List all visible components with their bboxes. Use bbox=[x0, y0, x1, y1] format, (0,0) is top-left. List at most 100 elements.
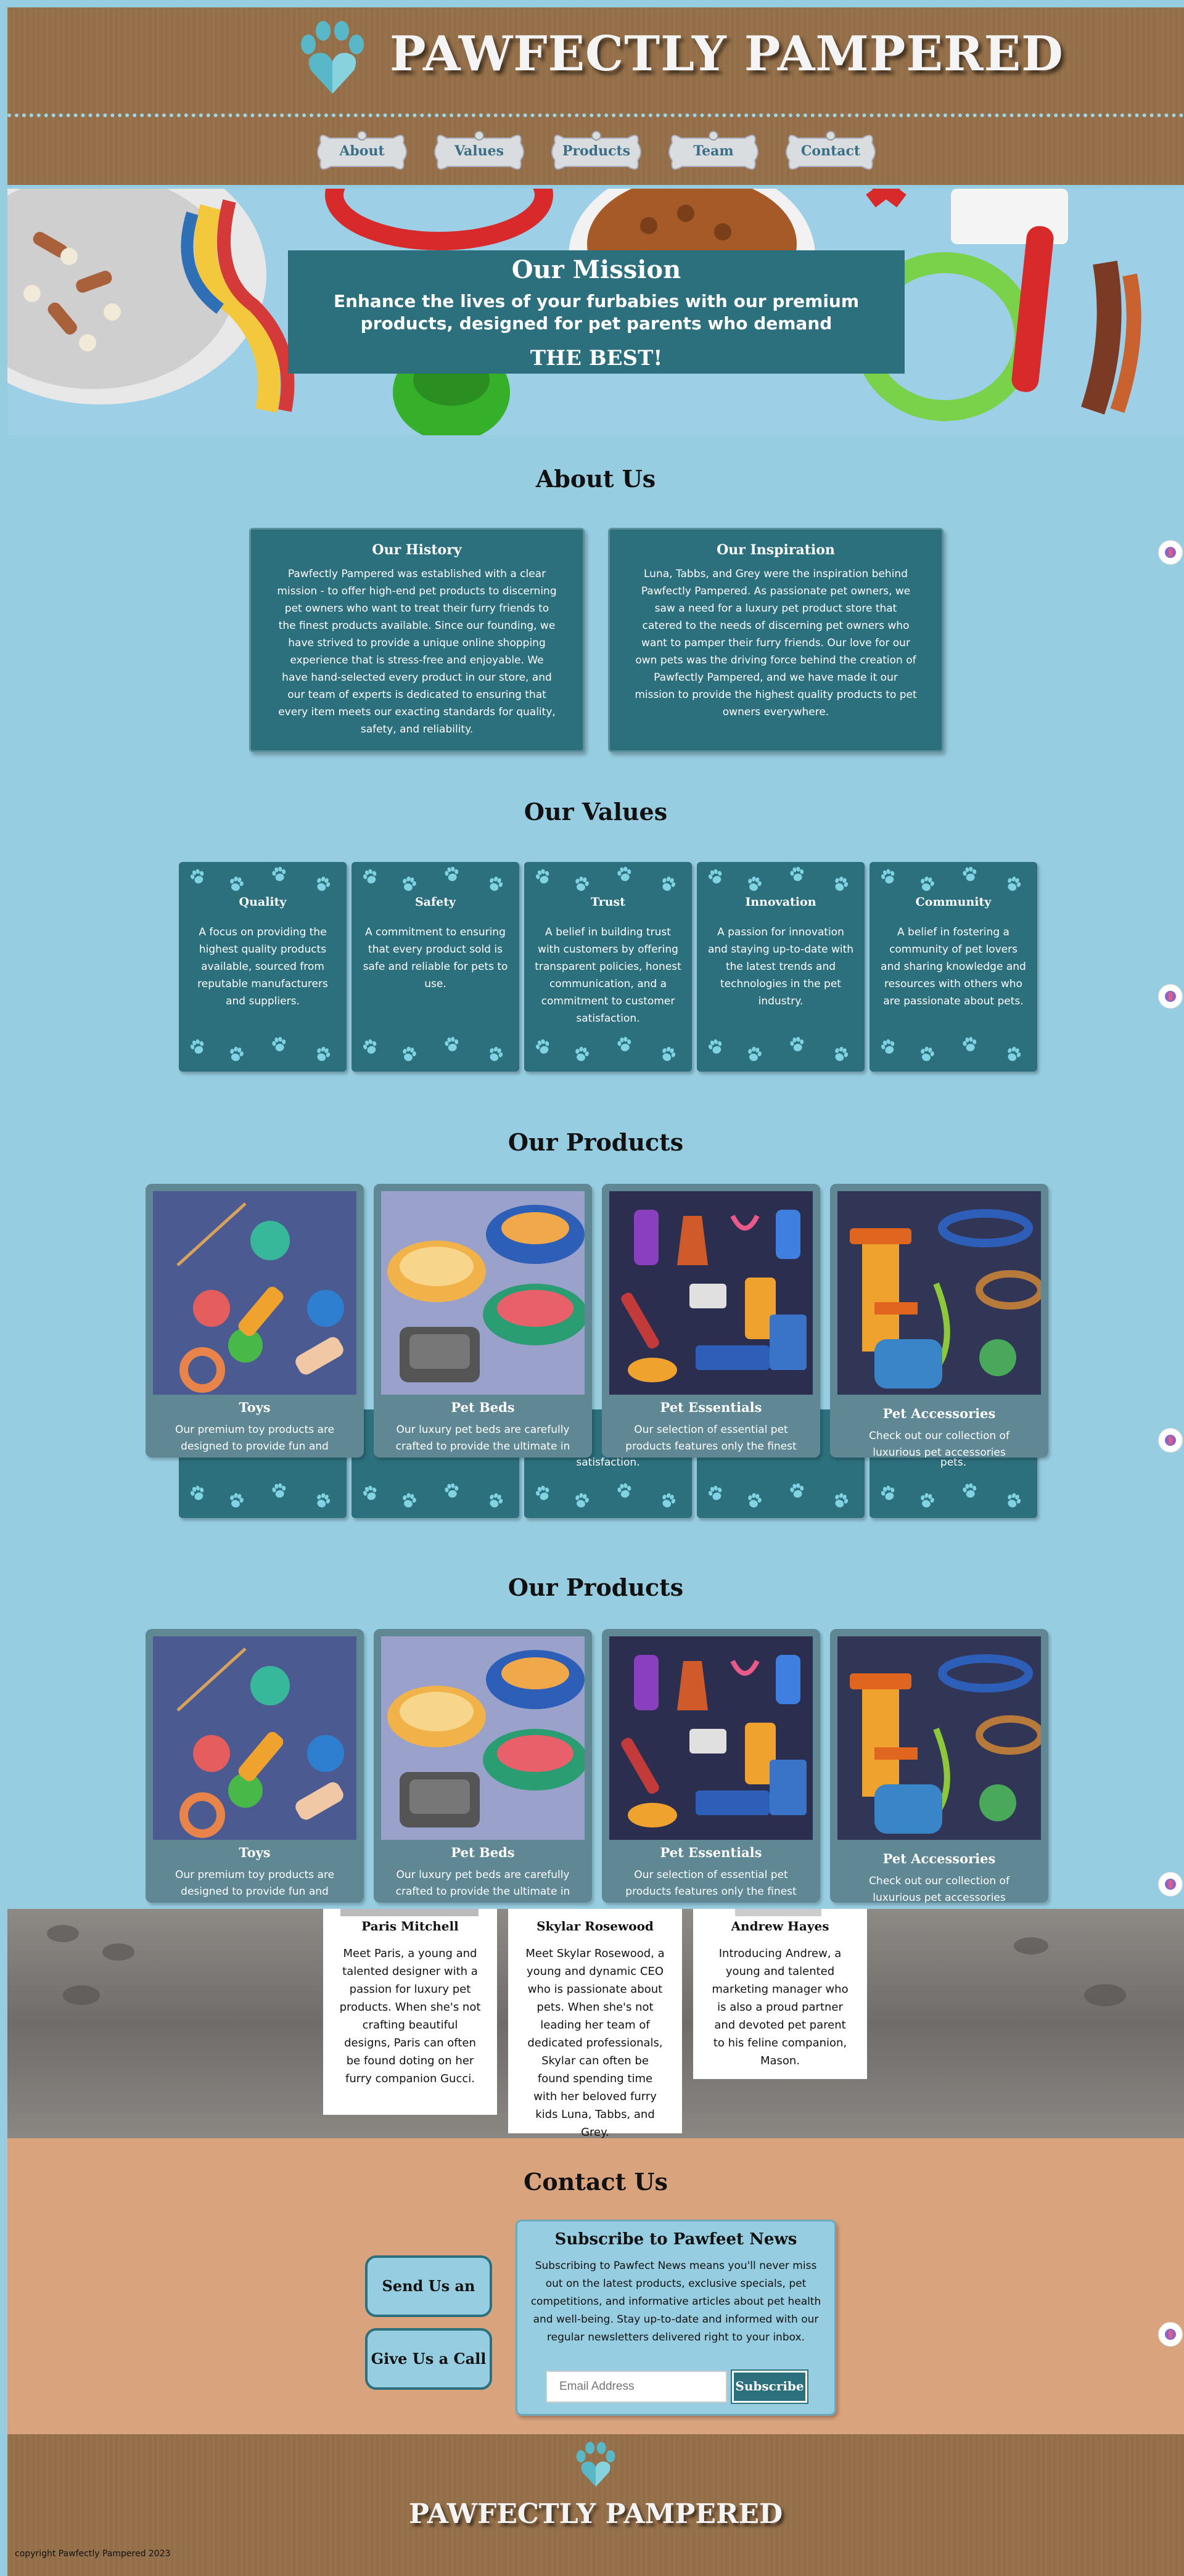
product-card-pet-essentials[interactable]: Pet Essentials Our selection of essential… bbox=[602, 1629, 820, 1903]
nav-values[interactable]: Values bbox=[433, 125, 525, 180]
product-card-pet-beds[interactable]: Pet Beds Our luxury pet beds are carefull… bbox=[374, 1184, 592, 1458]
value-title: Quality bbox=[239, 895, 287, 909]
paw-icon bbox=[399, 1045, 419, 1065]
team-photo-edge bbox=[735, 1909, 821, 1916]
paw-icon bbox=[270, 866, 289, 884]
product-illustration bbox=[609, 1636, 813, 1840]
product-card-pet-accessories[interactable]: Pet Accessories Check out our collection … bbox=[830, 1184, 1048, 1458]
nav-label: Products bbox=[562, 143, 631, 159]
product-illustration bbox=[153, 1636, 356, 1840]
paw-icon bbox=[572, 1491, 591, 1511]
team-card-skylar: Skylar Rosewood Meet Skylar Rosewood, a … bbox=[508, 1909, 682, 2138]
value-title: Trust bbox=[590, 895, 626, 909]
contact-title: Contact Us bbox=[524, 2168, 668, 2196]
paw-icon bbox=[615, 1036, 634, 1054]
team-name: Andrew Hayes bbox=[731, 1919, 829, 1934]
paw-icon bbox=[705, 1037, 726, 1057]
subscribe-button[interactable]: Subscribe bbox=[731, 2369, 808, 2404]
bone-icon bbox=[551, 131, 641, 170]
paw-icon bbox=[485, 1491, 506, 1512]
value-card-innovation: Innovation A passion for innovation and … bbox=[697, 862, 865, 1072]
team-photo-edge bbox=[340, 1909, 479, 1916]
product-text: Check out our collection of luxurious pe… bbox=[869, 1430, 1009, 1458]
paw-pattern bbox=[870, 864, 1037, 895]
value-title: Innovation bbox=[745, 895, 816, 909]
paw-icon bbox=[485, 874, 506, 896]
product-card-toys[interactable]: Toys Our premium toy products are designe… bbox=[146, 1629, 364, 1903]
product-text: Our selection of essential pet products … bbox=[625, 1424, 797, 1453]
products-title-repeat: Our Products bbox=[508, 1573, 684, 1601]
paw-icon bbox=[657, 1044, 679, 1066]
paw-icon bbox=[572, 1045, 591, 1065]
product-card-pet-essentials[interactable]: Pet Essentials Our selection of essential… bbox=[602, 1184, 820, 1458]
floating-widget-button[interactable] bbox=[1158, 1428, 1183, 1453]
value-card-safety: Safety A commitment to ensuring that eve… bbox=[352, 862, 519, 1072]
history-card: Our History Pawfectly Pampered was estab… bbox=[249, 528, 585, 752]
nav-label: About bbox=[339, 143, 385, 159]
product-card-pet-beds[interactable]: Pet Beds Our luxury pet beds are carefull… bbox=[374, 1629, 592, 1903]
team-section: Paris Mitchell Meet Paris, a young and t… bbox=[7, 1909, 1184, 2138]
value-card-community: Community A belief in fostering a commun… bbox=[870, 862, 1037, 1072]
floating-widget-button[interactable] bbox=[1158, 540, 1183, 565]
paw-icon bbox=[443, 1482, 461, 1501]
values-title: Our Values bbox=[524, 798, 668, 826]
product-text: Our premium toy products are designed to… bbox=[175, 1869, 335, 1898]
send-email-button[interactable]: Send Us an Email bbox=[365, 2255, 492, 2352]
product-illustration bbox=[837, 1636, 1041, 1840]
product-card-toys[interactable]: Toys Our premium toy products are designe… bbox=[146, 1184, 364, 1458]
floating-widget-button[interactable] bbox=[1158, 984, 1183, 1009]
paw-icon bbox=[788, 1482, 807, 1501]
nav-team[interactable]: Team bbox=[667, 125, 760, 180]
paw-icon bbox=[533, 1483, 553, 1504]
nav-about[interactable]: About bbox=[316, 125, 408, 180]
product-text: Check out our collection of luxurious pe… bbox=[869, 1875, 1009, 1903]
subscribe-panel: Subscribe to Pawfeet News Subscribing to… bbox=[516, 2220, 836, 2416]
paw-icon bbox=[1003, 1491, 1024, 1512]
give-call-button[interactable]: Give Us a Call bbox=[365, 2328, 492, 2390]
bone-icon bbox=[434, 131, 524, 170]
team-card-andrew: Andrew Hayes Introducing Andrew, a young… bbox=[693, 1909, 867, 2079]
paw-icon bbox=[1003, 1044, 1024, 1066]
copyright: copyright Pawfectly Pampered 2023 bbox=[15, 2549, 171, 2559]
product-illustration bbox=[609, 1191, 813, 1395]
value-overflow-text: satisfaction. bbox=[576, 1456, 640, 1469]
product-illustration bbox=[381, 1636, 585, 1840]
product-illustration bbox=[153, 1191, 356, 1395]
floating-widget-button[interactable] bbox=[1158, 2322, 1183, 2347]
value-text: A commitment to ensuring that every prod… bbox=[363, 926, 508, 990]
stitch-divider bbox=[7, 113, 1184, 117]
nav-products[interactable]: Products bbox=[550, 125, 643, 180]
paw-pattern bbox=[697, 864, 865, 895]
widget-icon-accent bbox=[1169, 2330, 1172, 2339]
email-input[interactable] bbox=[546, 2371, 727, 2403]
paw-icon bbox=[270, 1482, 289, 1501]
nav-contact[interactable]: Contact bbox=[784, 125, 877, 180]
paw-pattern bbox=[524, 1481, 692, 1512]
floating-widget-button[interactable] bbox=[1158, 1872, 1183, 1897]
history-title: Our History bbox=[372, 542, 462, 558]
paw-icon bbox=[360, 1037, 380, 1057]
paw-icon bbox=[744, 1045, 764, 1065]
paw-icon bbox=[917, 1045, 937, 1065]
bone-icon bbox=[317, 131, 407, 170]
paw-icon bbox=[226, 1491, 246, 1511]
value-text: A belief in fostering a community of pet… bbox=[881, 926, 1026, 1007]
paw-icon bbox=[788, 866, 807, 884]
product-title: Pet Accessories bbox=[882, 1851, 996, 1866]
paw-icon bbox=[878, 867, 898, 887]
products-title: Our Products bbox=[508, 1128, 684, 1156]
footer-brand: PAWFECTLY PAMPERED bbox=[408, 2498, 783, 2530]
product-text: Our selection of essential pet products … bbox=[625, 1869, 797, 1898]
team-bio: Meet Skylar Rosewood, a young and dynami… bbox=[525, 1947, 665, 2138]
site-header: PAWFECTLY PAMPERED About Values Products… bbox=[7, 7, 1184, 185]
product-card-pet-accessories[interactable]: Pet Accessories Check out our collection … bbox=[830, 1629, 1048, 1903]
value-text: A passion for innovation and staying up-… bbox=[707, 926, 854, 1007]
bone-icon bbox=[668, 131, 758, 170]
paw-icon bbox=[744, 875, 764, 895]
product-title: Toys bbox=[239, 1400, 271, 1415]
paw-icon bbox=[961, 866, 979, 884]
nav-label: Values bbox=[454, 143, 504, 159]
paw-icon bbox=[312, 874, 334, 896]
team-bio: Introducing Andrew, a young and talented… bbox=[712, 1947, 849, 2067]
paw-icon bbox=[917, 875, 937, 895]
